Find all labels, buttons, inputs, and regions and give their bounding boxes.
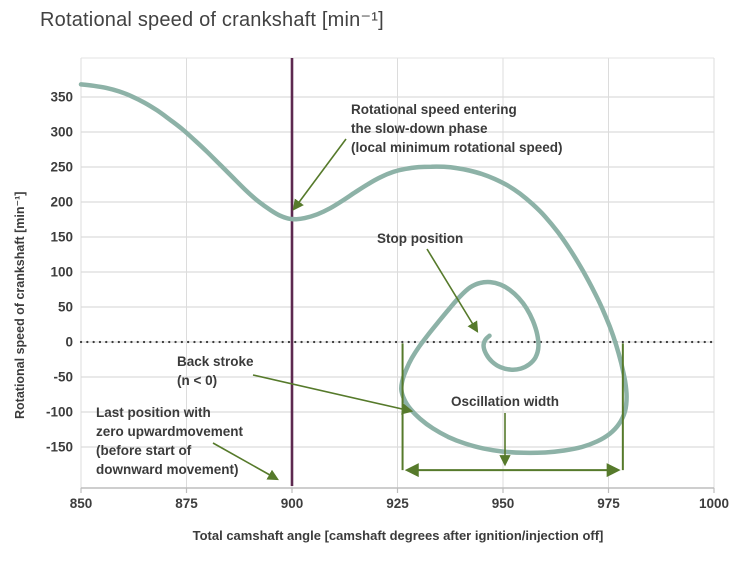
y-tick-label: -50 — [53, 370, 73, 385]
y-tick-label: -150 — [46, 440, 73, 455]
annotation-text-line: (n < 0) — [177, 373, 218, 388]
x-tick-label: 1000 — [699, 496, 729, 511]
annotation-text-line: (local minimum rotational speed) — [351, 140, 563, 155]
annotation-back-stroke: Back stroke (n < 0) — [177, 352, 254, 390]
annotation-arrows — [212, 138, 479, 481]
x-tick-label: 900 — [281, 496, 304, 511]
arrow-last-position — [212, 442, 279, 481]
annotation-text-line: zero upwardmovement — [96, 424, 244, 439]
x-axis — [80, 487, 715, 493]
annotation-text-line: (before start of — [96, 443, 192, 458]
y-tick-label: -100 — [46, 405, 73, 420]
y-tick-label: 150 — [50, 230, 73, 245]
y-axis-title: Rotational speed of crankshaft [min⁻¹] — [13, 191, 27, 419]
y-tick-label: 0 — [65, 335, 73, 350]
x-tick-label: 975 — [597, 496, 620, 511]
y-tick-label: 200 — [50, 195, 73, 210]
x-tick-label: 950 — [492, 496, 515, 511]
x-tick-label: 850 — [70, 496, 93, 511]
y-tick-label: 50 — [58, 300, 73, 315]
x-axis-title: Total camshaft angle [camshaft degrees a… — [192, 528, 604, 543]
y-tick-label: 300 — [50, 125, 73, 140]
y-tick-labels: -150 -100 -50 0 50 100 150 200 250 300 350 — [46, 90, 73, 455]
x-tick-label: 875 — [175, 496, 198, 511]
y-tick-label: 250 — [50, 160, 73, 175]
arrow-slow-down-phase — [292, 138, 347, 211]
annotation-text-line: Rotational speed entering — [351, 102, 517, 117]
annotation-stop-position: Stop position — [377, 229, 463, 248]
annotation-text-line: Last position with — [96, 405, 211, 420]
y-tick-label: 350 — [50, 90, 73, 105]
x-tick-label: 925 — [386, 496, 409, 511]
annotation-text-line: Oscillation width — [450, 394, 560, 409]
x-tick-labels: 850 875 900 925 950 975 1000 — [70, 496, 729, 511]
annotation-oscillation-width: Oscillation width — [451, 392, 559, 411]
annotation-text-line: the slow-down phase — [351, 121, 488, 136]
annotation-text-line: Back stroke — [177, 354, 254, 369]
arrow-stop-position — [426, 248, 479, 333]
annotation-text-line: Stop position — [377, 231, 464, 246]
annotation-last-position: Last position with zero upwardmovement (… — [96, 403, 243, 479]
annotation-text-line: downward movement) — [96, 462, 239, 477]
gridlines — [80, 57, 715, 488]
y-tick-label: 100 — [50, 265, 73, 280]
arrow-back-stroke — [252, 374, 414, 415]
annotation-slow-down-phase: Rotational speed entering the slow-down … — [351, 100, 563, 157]
chart-title: Rotational speed of crankshaft [min⁻¹] — [40, 9, 384, 31]
